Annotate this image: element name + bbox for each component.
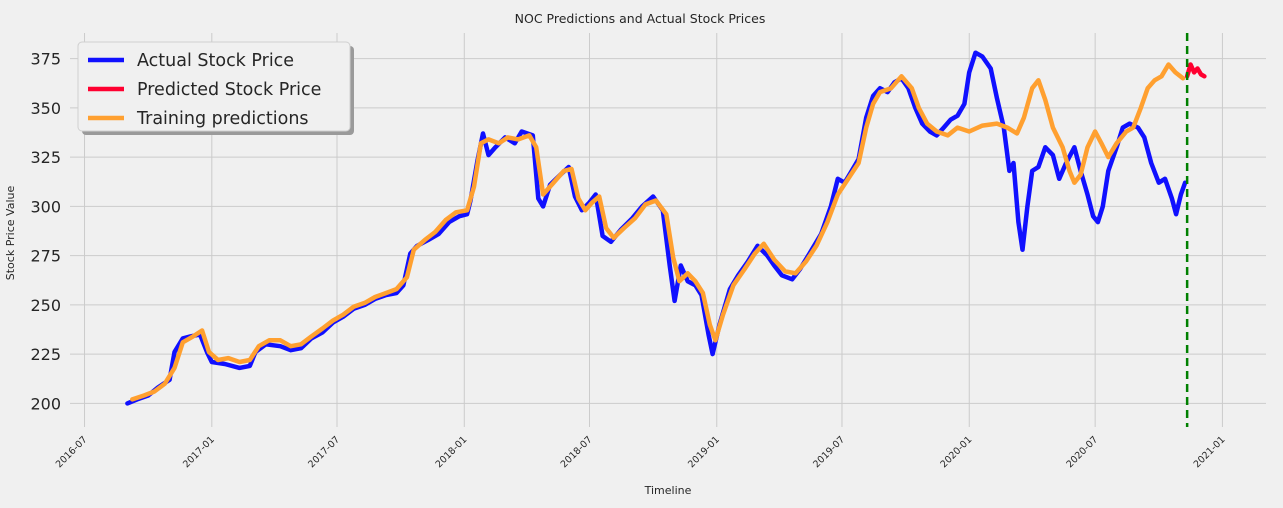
y-axis-ticks: 200 225 250 275 300 325 350 375 — [30, 50, 61, 414]
y-tick-label: 300 — [30, 197, 61, 216]
y-tick-label: 325 — [30, 148, 61, 167]
y-axis-label: Stock Price Value — [4, 186, 17, 281]
y-tick-label: 200 — [30, 394, 61, 413]
chart-title: NOC Predictions and Actual Stock Prices — [515, 11, 766, 26]
legend-box — [77, 41, 351, 132]
legend: Actual Stock Price Predicted Stock Price T… — [77, 41, 354, 135]
legend-items: Actual Stock Price Predicted Stock Price T… — [88, 51, 321, 129]
y-tick-label: 375 — [30, 50, 61, 69]
legend-label: Predicted Stock Price — [137, 80, 321, 100]
legend-label: Actual Stock Price — [137, 51, 294, 71]
plot-lines — [125, 50, 1207, 406]
x-axis-label: Timeline — [644, 484, 692, 497]
series-predicted-stock-price — [1184, 62, 1207, 79]
y-tick-label: 350 — [30, 99, 61, 118]
series-training-predictions — [130, 62, 1186, 402]
y-tick-label: 250 — [30, 296, 61, 315]
legend-label: Training predictions — [136, 109, 309, 129]
y-tick-label: 275 — [30, 247, 61, 266]
y-tick-label: 225 — [30, 345, 61, 364]
